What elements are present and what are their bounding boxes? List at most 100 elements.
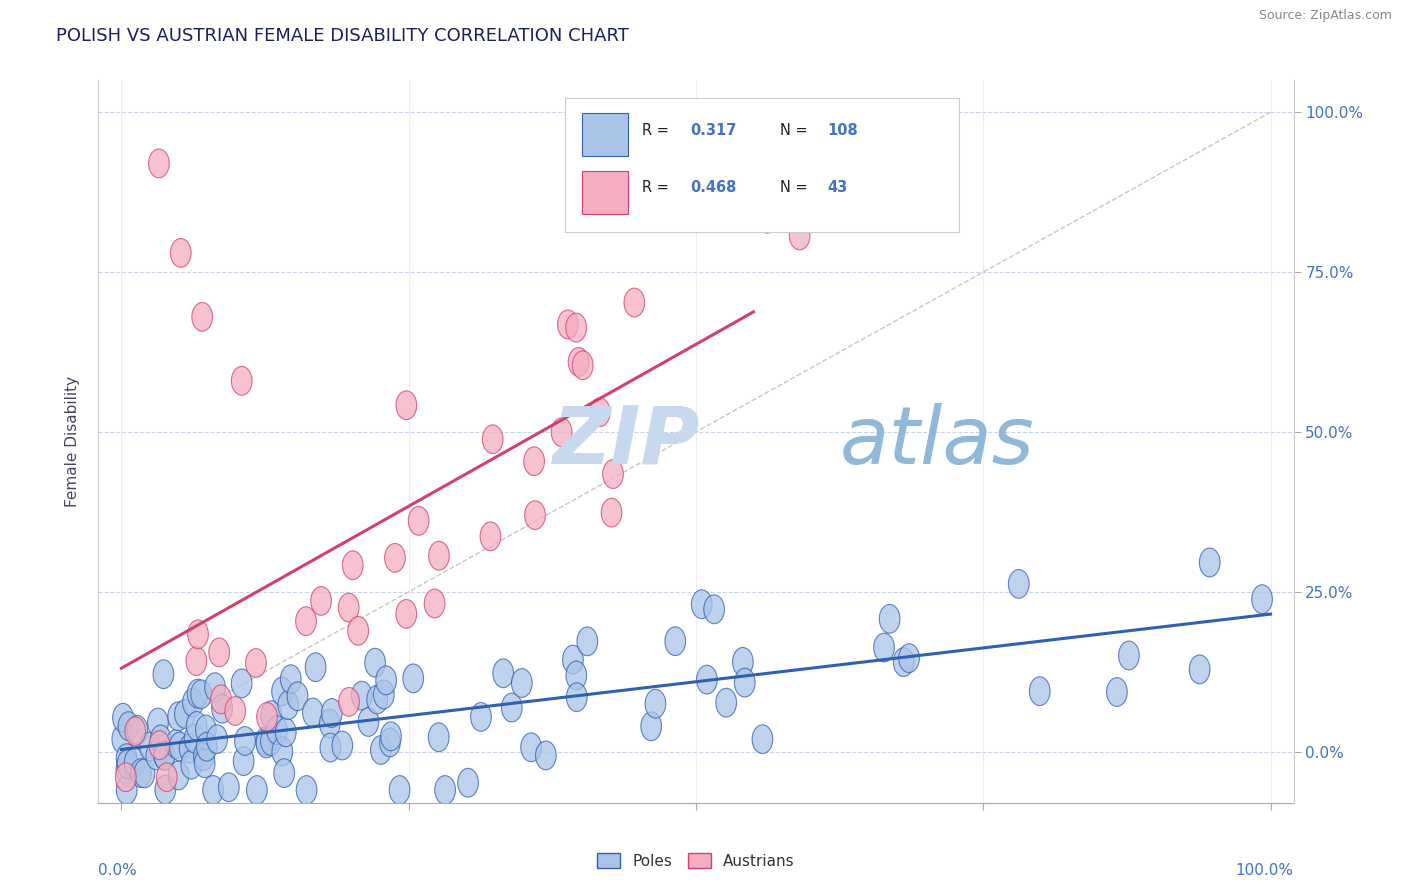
- Ellipse shape: [205, 673, 225, 702]
- Ellipse shape: [146, 741, 167, 770]
- Ellipse shape: [155, 775, 176, 804]
- Ellipse shape: [494, 659, 513, 688]
- Ellipse shape: [295, 607, 316, 635]
- Ellipse shape: [232, 367, 252, 395]
- Ellipse shape: [425, 589, 444, 618]
- Ellipse shape: [479, 522, 501, 550]
- Ellipse shape: [756, 204, 778, 233]
- Ellipse shape: [150, 725, 172, 754]
- Text: 108: 108: [827, 123, 858, 138]
- Ellipse shape: [434, 776, 456, 805]
- Ellipse shape: [873, 633, 894, 662]
- Text: N =: N =: [780, 179, 807, 194]
- Ellipse shape: [603, 459, 623, 489]
- Ellipse shape: [169, 761, 188, 789]
- Ellipse shape: [352, 681, 373, 710]
- Bar: [582, 112, 628, 156]
- Ellipse shape: [276, 718, 297, 747]
- Ellipse shape: [117, 749, 138, 779]
- Text: N =: N =: [780, 123, 807, 138]
- Ellipse shape: [893, 648, 914, 676]
- Ellipse shape: [167, 702, 188, 731]
- Ellipse shape: [194, 741, 214, 771]
- Ellipse shape: [180, 734, 200, 763]
- Ellipse shape: [568, 348, 589, 376]
- Ellipse shape: [124, 748, 145, 777]
- Ellipse shape: [197, 732, 217, 761]
- Ellipse shape: [347, 616, 368, 645]
- Text: 0.468: 0.468: [690, 179, 737, 194]
- Ellipse shape: [1119, 641, 1139, 670]
- Ellipse shape: [1008, 569, 1029, 599]
- Ellipse shape: [181, 750, 201, 779]
- Ellipse shape: [153, 741, 174, 770]
- Ellipse shape: [319, 709, 340, 738]
- Ellipse shape: [278, 690, 298, 720]
- Ellipse shape: [512, 669, 531, 698]
- Ellipse shape: [148, 708, 169, 737]
- Ellipse shape: [271, 677, 292, 706]
- Ellipse shape: [118, 712, 139, 740]
- Text: 0.0%: 0.0%: [98, 863, 138, 878]
- Ellipse shape: [602, 499, 621, 527]
- Ellipse shape: [789, 221, 810, 250]
- Text: Source: ZipAtlas.com: Source: ZipAtlas.com: [1258, 9, 1392, 22]
- Ellipse shape: [211, 685, 232, 714]
- Ellipse shape: [524, 500, 546, 530]
- Ellipse shape: [125, 717, 145, 746]
- Ellipse shape: [271, 737, 292, 766]
- Ellipse shape: [567, 661, 586, 690]
- Ellipse shape: [191, 680, 211, 708]
- Ellipse shape: [117, 744, 136, 772]
- Ellipse shape: [1029, 677, 1050, 706]
- Ellipse shape: [156, 763, 177, 791]
- Ellipse shape: [149, 731, 170, 760]
- Ellipse shape: [256, 729, 277, 758]
- Ellipse shape: [169, 732, 190, 761]
- Ellipse shape: [246, 648, 266, 677]
- Ellipse shape: [429, 541, 450, 570]
- Ellipse shape: [364, 648, 385, 677]
- Ellipse shape: [257, 703, 277, 731]
- Ellipse shape: [183, 688, 204, 717]
- Ellipse shape: [280, 665, 301, 694]
- Ellipse shape: [734, 668, 755, 697]
- Ellipse shape: [187, 712, 207, 740]
- Ellipse shape: [117, 756, 136, 784]
- Ellipse shape: [127, 715, 148, 744]
- Ellipse shape: [305, 653, 326, 681]
- Ellipse shape: [589, 398, 610, 426]
- Ellipse shape: [322, 698, 342, 728]
- Ellipse shape: [343, 551, 363, 580]
- Ellipse shape: [624, 288, 645, 317]
- Ellipse shape: [389, 776, 411, 805]
- Legend: Poles, Austrians: Poles, Austrians: [592, 847, 800, 875]
- Ellipse shape: [149, 149, 169, 178]
- Ellipse shape: [187, 679, 208, 708]
- Ellipse shape: [502, 693, 522, 722]
- Ellipse shape: [155, 741, 174, 770]
- Ellipse shape: [1107, 678, 1128, 706]
- Ellipse shape: [184, 724, 205, 753]
- Bar: [582, 170, 628, 214]
- Ellipse shape: [117, 776, 136, 805]
- Ellipse shape: [194, 749, 215, 778]
- Ellipse shape: [246, 776, 267, 805]
- Ellipse shape: [524, 447, 544, 475]
- Ellipse shape: [212, 694, 232, 723]
- Ellipse shape: [297, 776, 316, 805]
- Ellipse shape: [1199, 548, 1220, 577]
- Ellipse shape: [191, 302, 212, 331]
- Ellipse shape: [558, 310, 578, 339]
- Ellipse shape: [471, 703, 491, 731]
- Ellipse shape: [115, 763, 136, 791]
- Ellipse shape: [371, 736, 391, 764]
- Ellipse shape: [174, 699, 195, 729]
- Ellipse shape: [235, 727, 256, 756]
- Ellipse shape: [153, 660, 174, 689]
- Ellipse shape: [572, 351, 593, 380]
- Ellipse shape: [482, 425, 503, 454]
- Text: ZIP: ZIP: [553, 402, 700, 481]
- Ellipse shape: [232, 669, 252, 698]
- Ellipse shape: [202, 776, 224, 805]
